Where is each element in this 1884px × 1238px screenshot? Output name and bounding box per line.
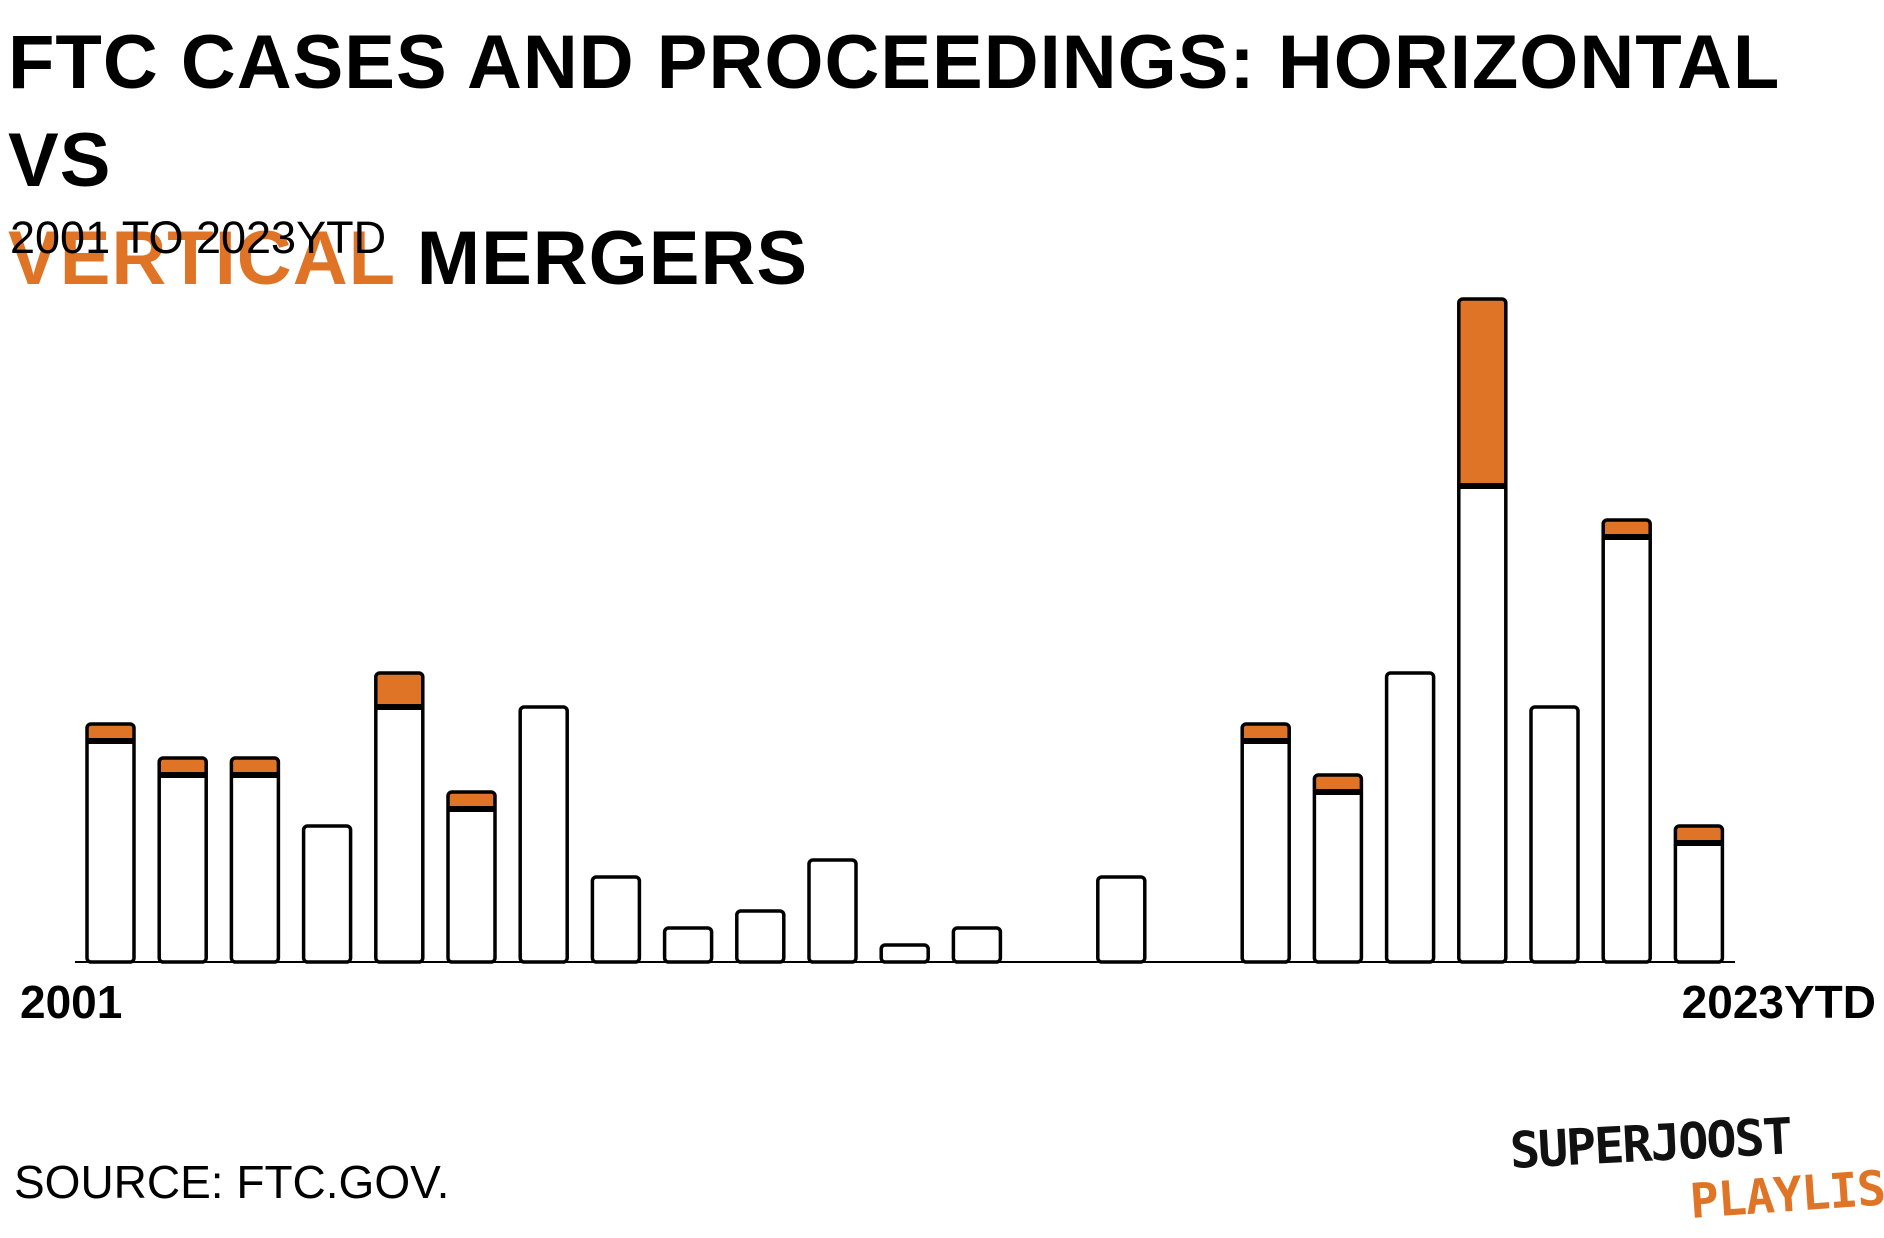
bar-segment-horizontal-2001 [87, 741, 134, 962]
bar-2005 [374, 671, 425, 964]
chart-subtitle: 2001 TO 2023YTD [10, 212, 387, 263]
bar-2012 [879, 943, 930, 964]
bar-segment-horizontal-2003 [231, 775, 279, 962]
title-accent: VERTICAL [8, 216, 395, 301]
bar-segment-horizontal-2007 [520, 707, 568, 962]
bar-segment-horizontal-2005 [375, 707, 423, 962]
bar-2021 [1529, 705, 1580, 964]
bar-segment-horizontal-2022 [1603, 537, 1651, 962]
bar-2017 [1240, 722, 1291, 964]
x-axis-label-start: 2001 [20, 976, 123, 1028]
bar-2001 [85, 722, 136, 964]
bar-segment-horizontal-2017 [1242, 741, 1290, 962]
bar-segment-horizontal-2010 [736, 911, 784, 962]
bar-2010 [735, 909, 786, 964]
bar-segment-horizontal-2020 [1458, 486, 1506, 962]
bar-2006 [446, 790, 497, 964]
bar-2009 [662, 926, 714, 964]
bar-2019 [1384, 671, 1436, 964]
bar-segment-horizontal-2008 [592, 877, 640, 962]
bar-2020 [1457, 297, 1508, 964]
bar-2022 [1601, 518, 1652, 964]
bar-2013 [951, 926, 1003, 964]
bar-segment-horizontal-2019 [1386, 673, 1434, 962]
superjoost-playlist-logo: SUPERJOOST PLAYLIST [1508, 1107, 1884, 1234]
bar-segment-horizontal-2013 [953, 928, 1001, 962]
bar-2011 [807, 858, 858, 964]
bar-segment-horizontal-2011 [809, 860, 856, 962]
bar-segment-horizontal-2018 [1314, 792, 1362, 962]
logo-text-playlist: PLAYLIST [1688, 1158, 1884, 1230]
bar-2008 [590, 875, 642, 964]
bar-2003 [229, 756, 281, 964]
bar-2007 [518, 705, 569, 964]
bar-segment-horizontal-2009 [664, 928, 712, 962]
bar-segment-vertical-2020 [1458, 299, 1506, 492]
bar-segment-horizontal-2002 [159, 775, 207, 962]
bar-segment-horizontal-2006 [448, 809, 495, 962]
chart-title: FTC CASES AND PROCEEDINGS: HORIZONTAL VS… [8, 14, 1868, 308]
title-part2: MERGERS [416, 216, 809, 301]
title-part1: FTC CASES AND PROCEEDINGS: HORIZONTAL VS [8, 20, 1779, 203]
bar-segment-horizontal-2023YTD [1675, 843, 1723, 962]
bar-segment-horizontal-2004 [303, 826, 351, 962]
bar-2002 [157, 756, 208, 964]
bar-segment-horizontal-2015 [1097, 877, 1145, 962]
bar-2004 [301, 824, 353, 964]
bar-segment-horizontal-2012 [881, 945, 929, 962]
bar-2023YTD [1673, 824, 1725, 964]
bar-2018 [1312, 773, 1364, 964]
bar-segment-horizontal-2021 [1531, 707, 1578, 962]
bar-2015 [1096, 875, 1147, 964]
bars-group [85, 297, 1725, 964]
source-note: SOURCE: FTC.GOV. [14, 1156, 450, 1208]
x-axis-label-end: 2023YTD [1681, 976, 1876, 1028]
